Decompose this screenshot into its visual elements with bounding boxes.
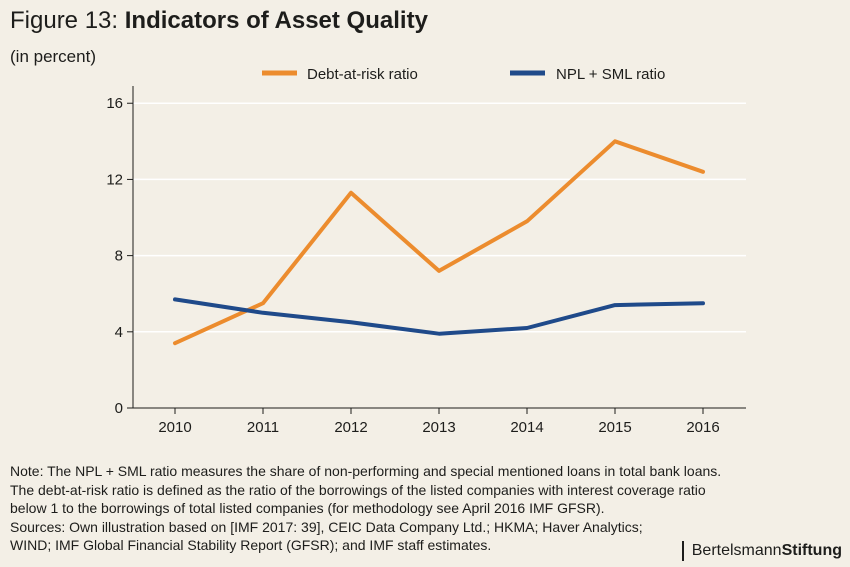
unit-label: (in percent) — [10, 47, 96, 66]
x-tick-label: 2014 — [510, 419, 543, 436]
figure-title-text: Indicators of Asset Quality — [124, 7, 428, 34]
x-tick-label: 2016 — [686, 419, 719, 436]
brand-divider — [682, 541, 684, 561]
note-line: Note: The NPL + SML ratio measures the s… — [10, 463, 722, 479]
x-tick-label: 2013 — [422, 419, 455, 436]
brand-name-part1: Bertelsmann — [691, 542, 782, 559]
npl-sml-line — [173, 297, 705, 336]
legend-label-npl-sml: NPL + SML ratio — [556, 66, 665, 83]
x-axis: 2010 2011 2012 2013 2014 2015 2016 — [133, 407, 746, 436]
line-chart: Debt-at-risk ratio NPL + SML ratio 0 4 8 12… — [106, 66, 746, 436]
legend: Debt-at-risk ratio NPL + SML ratio — [262, 66, 665, 83]
y-axis: 0 4 8 12 16 — [106, 86, 134, 417]
figure-number: Figure 13: — [10, 7, 125, 34]
notes-block: Note: The NPL + SML ratio measures the s… — [10, 462, 840, 555]
y-tick-label: 8 — [115, 248, 123, 265]
grid-lines — [133, 102, 746, 333]
x-tick-label: 2010 — [158, 419, 191, 436]
sources-line: WIND; IMF Global Financial Stability Rep… — [10, 537, 492, 553]
brand-name-part2: Stiftung — [781, 542, 842, 559]
sources-line: Sources: Own illustration based on [IMF … — [10, 518, 643, 535]
series-lines — [173, 139, 705, 346]
y-tick-label: 12 — [106, 171, 123, 188]
y-tick-label: 4 — [115, 324, 123, 341]
note-line: The debt-at-risk ratio is defined as the… — [10, 481, 706, 498]
brand-logo: Bertelsmann Stiftung — [682, 541, 842, 561]
legend-label-debt-at-risk: Debt-at-risk ratio — [307, 66, 418, 83]
x-tick-label: 2012 — [334, 419, 367, 436]
note-line: below 1 to the borrowings of total liste… — [10, 500, 605, 516]
y-tick-label: 0 — [115, 400, 123, 417]
x-tick-label: 2015 — [598, 419, 631, 436]
x-tick-label: 2011 — [247, 419, 279, 436]
y-tick-label: 16 — [106, 95, 123, 112]
figure-title: Figure 13: Indicators of Asset Quality — [10, 6, 428, 36]
